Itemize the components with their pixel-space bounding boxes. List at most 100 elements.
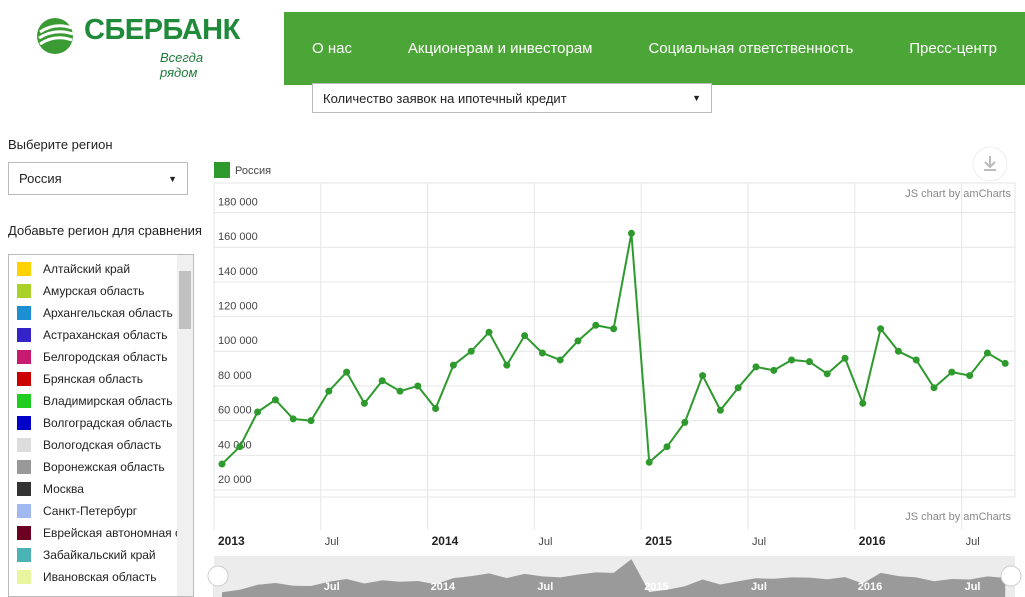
data-point	[912, 356, 920, 364]
region-item[interactable]: Алтайский край	[9, 258, 193, 280]
scroll-thumb[interactable]	[179, 271, 191, 329]
region-item[interactable]: Астраханская область	[9, 324, 193, 346]
nav-tick-label: Jul	[324, 581, 340, 593]
region-item[interactable]: Владимирская область	[9, 390, 193, 412]
x-tick-label: Jul	[325, 536, 339, 548]
x-tick-label: 2014	[432, 534, 459, 548]
y-tick-label: 180 000	[218, 196, 258, 208]
region-item[interactable]: Еврейская автономная о	[9, 522, 193, 544]
data-point	[538, 349, 546, 357]
region-swatch	[17, 460, 31, 474]
region-label: Выберите регион	[8, 137, 113, 152]
data-point	[218, 460, 226, 468]
region-swatch	[17, 526, 31, 540]
data-point	[1001, 359, 1009, 367]
data-point	[467, 347, 475, 355]
plot-area	[213, 182, 1016, 498]
region-swatch	[17, 394, 31, 408]
region-item[interactable]: Забайкальский край	[9, 544, 193, 566]
region-item[interactable]: Белгородская область	[9, 346, 193, 368]
data-point	[663, 443, 671, 451]
logo[interactable]: СБЕРБАНК Всегда рядом	[34, 14, 244, 80]
data-point	[627, 229, 635, 237]
x-tick-label: Jul	[966, 536, 980, 548]
navigator-area	[222, 559, 1006, 597]
x-tick-label: 2016	[859, 534, 886, 548]
region-name: Белгородская область	[43, 350, 168, 364]
nav-tick-label: 2016	[858, 581, 882, 593]
region-swatch	[17, 548, 31, 562]
data-point	[983, 349, 991, 357]
data-point	[414, 382, 422, 390]
region-item[interactable]: Санкт-Петербург	[9, 500, 193, 522]
region-item[interactable]: Ивановская область	[9, 566, 193, 588]
region-swatch	[17, 328, 31, 342]
data-point	[752, 363, 760, 371]
data-point	[521, 332, 529, 340]
region-swatch	[17, 482, 31, 496]
legend-swatch	[214, 162, 230, 178]
data-point	[894, 347, 902, 355]
data-point	[859, 399, 867, 407]
nav-link[interactable]: О нас	[311, 40, 352, 57]
region-list: Алтайский край Амурская область Архангельс…	[8, 254, 194, 597]
region-name: Архангельская область	[43, 306, 173, 320]
data-point	[574, 337, 582, 345]
nav-link[interactable]: Акционерам и инвесторам	[407, 40, 593, 57]
region-item[interactable]: Амурская область	[9, 280, 193, 302]
x-tick-label: 2015	[645, 534, 672, 548]
metric-select-text: Количество заявок на ипотечный кредит	[323, 90, 567, 106]
nav-link[interactable]: Социальная ответственность	[648, 40, 854, 57]
nav-tick-label: 2015	[644, 581, 668, 593]
region-swatch	[17, 416, 31, 430]
region-name: Алтайский край	[43, 262, 131, 276]
data-point	[645, 458, 653, 466]
region-item[interactable]: Воронежская область	[9, 456, 193, 478]
y-tick-label: 20 000	[218, 474, 252, 486]
data-point	[485, 328, 493, 336]
region-name: Забайкальский край	[43, 548, 156, 562]
y-tick-label: 80 000	[218, 370, 252, 382]
region-name: Воронежская область	[43, 460, 165, 474]
region-swatch	[17, 372, 31, 386]
data-point	[716, 406, 724, 414]
x-tick-label: 2013	[218, 534, 245, 548]
data-point	[788, 356, 796, 364]
y-tick-label: 160 000	[218, 231, 258, 243]
data-point	[930, 384, 938, 392]
data-point	[966, 372, 974, 380]
y-tick-label: 60 000	[218, 405, 252, 417]
data-point	[396, 387, 404, 395]
nav-handle[interactable]	[207, 565, 229, 587]
data-point	[556, 356, 564, 364]
region-name: Брянская область	[43, 372, 143, 386]
region-item[interactable]: Брянская область	[9, 368, 193, 390]
region-select[interactable]: Россия ▼	[8, 162, 188, 195]
region-item[interactable]: Вологодская область	[9, 434, 193, 456]
region-swatch	[17, 438, 31, 452]
metric-select[interactable]: Количество заявок на ипотечный кредит ▼	[312, 83, 712, 113]
nav-tick-label: Jul	[751, 581, 767, 593]
scrollbar[interactable]	[177, 255, 193, 596]
region-name: Санкт-Петербург	[43, 504, 138, 518]
data-point	[254, 408, 262, 416]
region-swatch	[17, 306, 31, 320]
logo-text: СБЕРБАНК	[84, 14, 240, 46]
region-item[interactable]: Архангельская область	[9, 302, 193, 324]
chart: Россия 20 000 40 000 60 000 80 000 100 000 120…	[207, 146, 1022, 597]
region-item[interactable]: Москва	[9, 478, 193, 500]
y-tick-label: 140 000	[218, 266, 258, 278]
region-item[interactable]: Волгоградская область	[9, 412, 193, 434]
data-point	[592, 321, 600, 329]
data-point	[805, 358, 813, 366]
region-swatch	[17, 350, 31, 364]
compare-label: Добавьте регион для сравнения	[8, 223, 202, 238]
legend-label: Россия	[235, 165, 271, 177]
region-name: Волгоградская область	[43, 416, 173, 430]
nav-bar: О нас Акционерам и инвесторам Социальная…	[284, 12, 1025, 85]
data-point	[681, 418, 689, 426]
nav-link[interactable]: Пресс-центр	[909, 40, 997, 57]
nav-handle[interactable]	[1000, 565, 1022, 587]
region-items: Алтайский край Амурская область Архангельс…	[9, 255, 193, 588]
region-swatch	[17, 570, 31, 584]
